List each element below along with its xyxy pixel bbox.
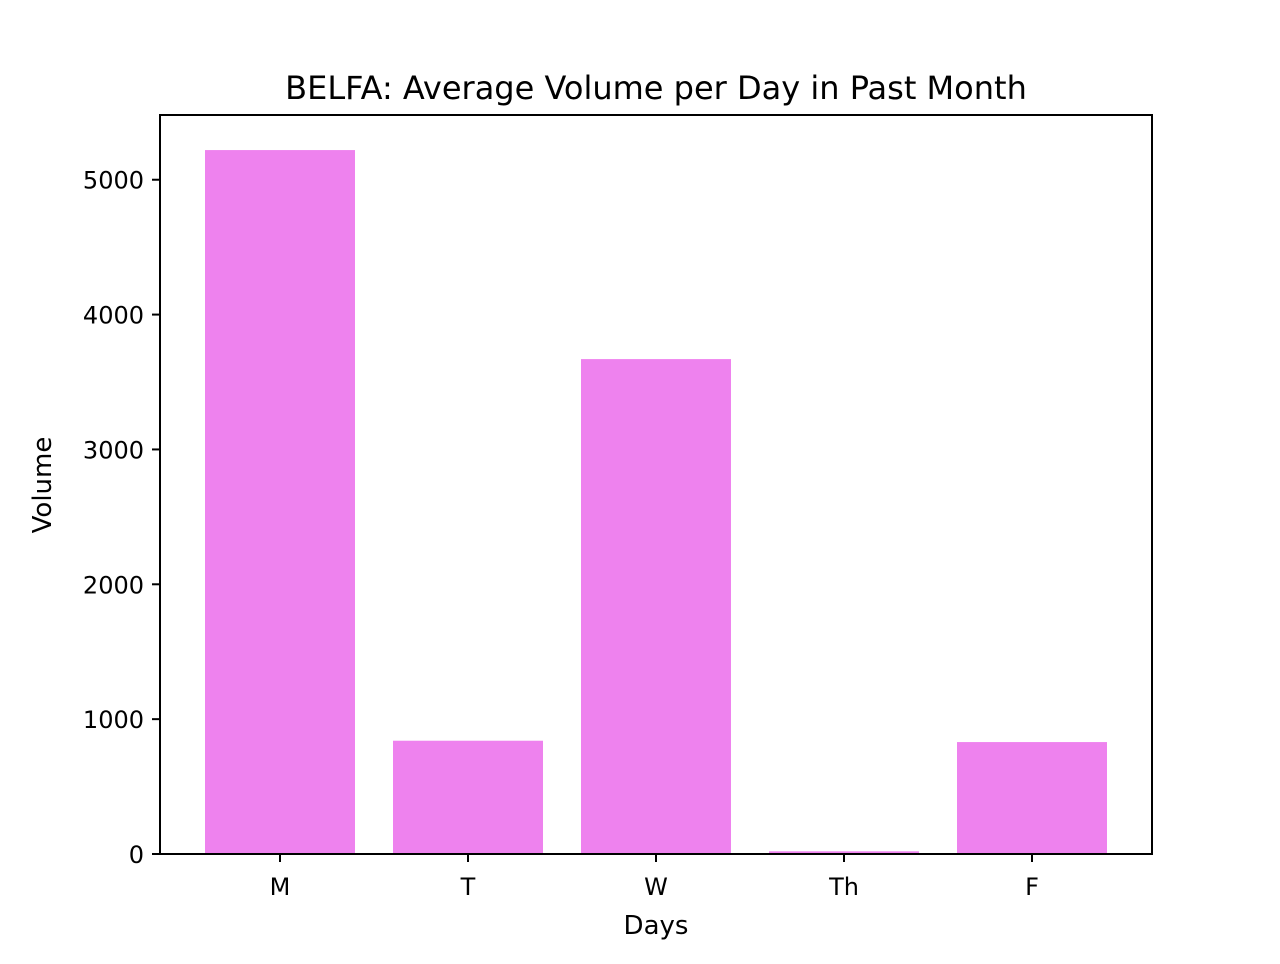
y-tick-label: 2000 (83, 571, 144, 599)
x-axis-ticks: M T W Th F (270, 854, 1039, 901)
y-tick-label: 4000 (83, 302, 144, 330)
bar-w (581, 359, 731, 854)
y-tick-label: 5000 (83, 167, 144, 195)
y-tick-label: 3000 (83, 436, 144, 464)
x-axis-label: Days (624, 911, 689, 941)
plot-area-frame (159, 114, 1153, 855)
y-tick-label: 1000 (83, 706, 144, 734)
bar-f (957, 742, 1107, 854)
bars-group (205, 150, 1107, 855)
y-axis-label: Volume (28, 437, 58, 534)
x-tick-label: W (644, 873, 668, 901)
bar-m (205, 150, 355, 855)
x-tick-label: M (270, 873, 291, 901)
bar-th (769, 851, 919, 854)
x-tick-label: T (460, 873, 476, 901)
x-tick-label: F (1025, 873, 1039, 901)
x-tick-label: Th (828, 873, 859, 901)
y-tick-label: 0 (129, 841, 144, 869)
bar-t (393, 740, 543, 854)
y-axis-ticks: 0 1000 2000 3000 4000 5000 (83, 167, 160, 869)
chart-title: BELFA: Average Volume per Day in Past Mo… (285, 69, 1027, 107)
